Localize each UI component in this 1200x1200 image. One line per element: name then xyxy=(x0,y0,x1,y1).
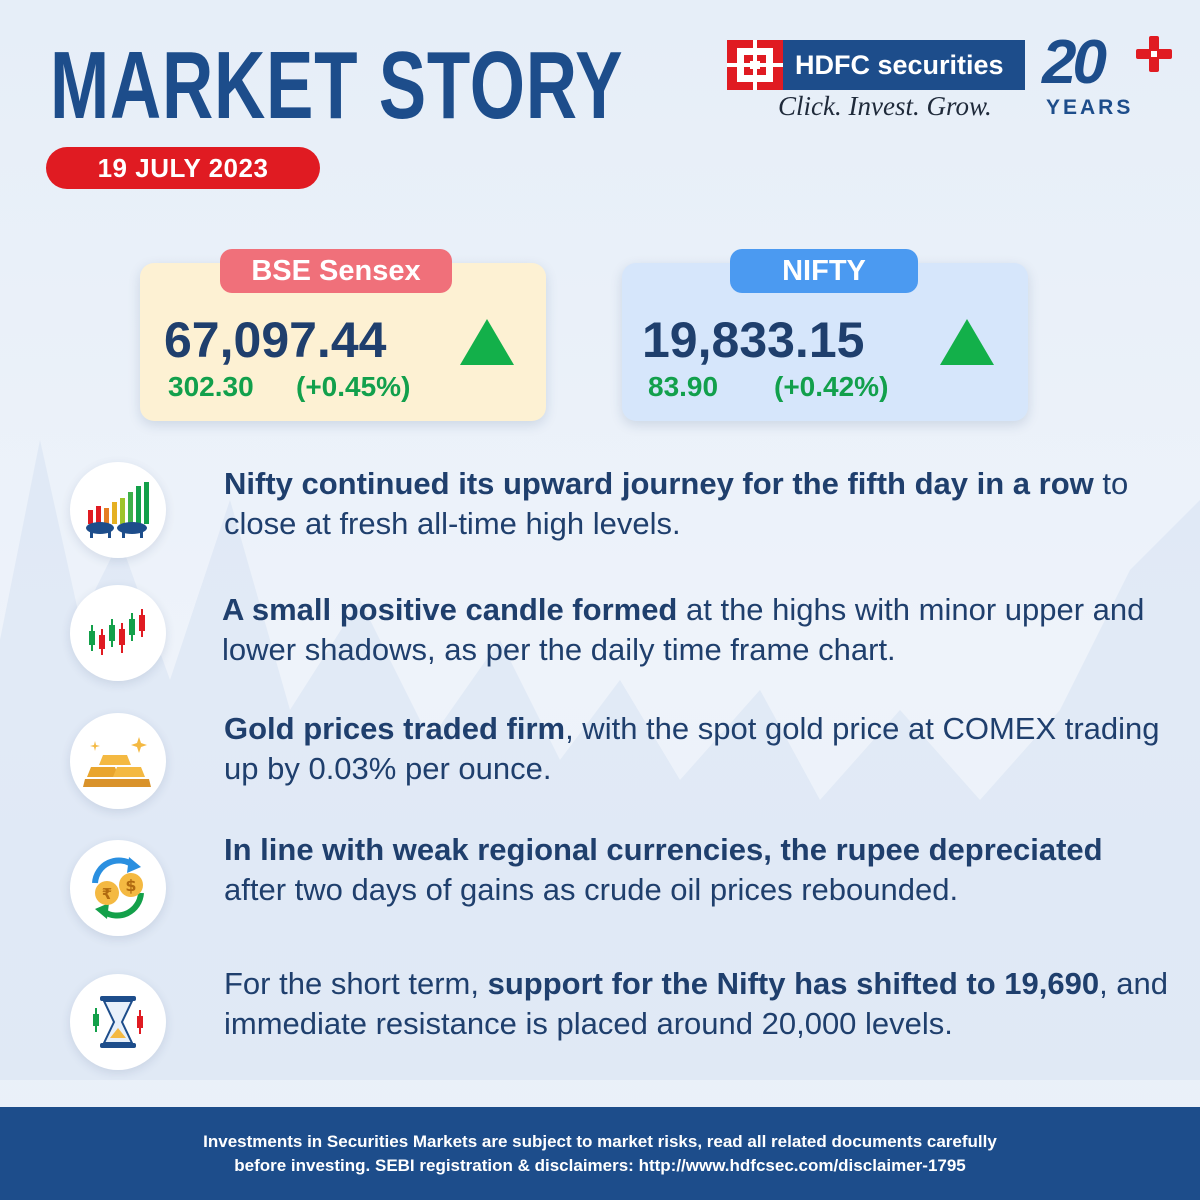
point-bold: A small positive candle formed xyxy=(222,592,678,627)
point-text: For the short term, support for the Nift… xyxy=(224,964,1174,1044)
nifty-value: 19,833.15 xyxy=(642,312,865,368)
background-chart xyxy=(0,440,1200,1080)
up-arrow-icon xyxy=(940,319,994,365)
point-bold: support for the Nifty has shifted to 19,… xyxy=(487,966,1100,1001)
brand-name: HDFC securities xyxy=(795,49,1004,80)
point-bold: Gold prices traded firm xyxy=(224,711,566,746)
point-text: A small positive candle formed at the hi… xyxy=(222,590,1172,670)
point-text: In line with weak regional currencies, t… xyxy=(224,830,1124,910)
nifty-label: NIFTY xyxy=(730,249,918,293)
point-text: Nifty continued its upward journey for t… xyxy=(224,464,1174,544)
disclaimer-footer: Investments in Securities Markets are su… xyxy=(0,1107,1200,1200)
disclaimer-line-2: before investing. SEBI registration & di… xyxy=(234,1155,966,1175)
hdfc-logo-mark-icon xyxy=(727,40,783,90)
currency-exchange-icon: $ ₹ xyxy=(70,840,166,936)
point-pre: For the short term, xyxy=(224,966,488,1001)
svg-text:$: $ xyxy=(125,876,136,895)
sensex-change: 302.30 xyxy=(168,371,254,402)
hourglass-chart-icon xyxy=(70,974,166,1070)
point-rest: to close at fresh all-time high levels. xyxy=(224,466,1129,541)
nifty-change: 83.90 xyxy=(648,371,719,402)
anniversary-number: 20 xyxy=(1042,28,1107,97)
point-rest: , and immediate resistance is placed aro… xyxy=(224,966,1169,1041)
up-arrow-icon xyxy=(460,319,514,365)
anniversary-badge: 20 YEARS xyxy=(1042,28,1172,124)
page-title: MARKET STORY xyxy=(50,32,624,139)
nifty-card: NIFTY 19,833.15 83.90 (+0.42%) xyxy=(622,249,1028,421)
brand-tagline: Click. Invest. Grow. xyxy=(778,91,992,121)
point-text: Gold prices traded firm, with the spot g… xyxy=(224,709,1174,789)
disclaimer-line-1: Investments in Securities Markets are su… xyxy=(203,1131,997,1151)
candlestick-icon xyxy=(70,585,166,681)
point-rest: after two days of gains as crude oil pri… xyxy=(224,872,959,907)
gold-bars-icon xyxy=(70,713,166,809)
bull-bear-chart-icon xyxy=(70,462,166,558)
plus-icon xyxy=(1136,36,1172,72)
svg-text:₹: ₹ xyxy=(102,885,112,903)
point-bold: In line with weak regional currencies, t… xyxy=(224,832,1103,867)
date-badge: 19 JULY 2023 xyxy=(46,147,320,189)
point-rest: , with the spot gold price at COMEX trad… xyxy=(224,711,1160,786)
point-bold: Nifty continued its upward journey for t… xyxy=(224,466,1094,501)
sensex-label: BSE Sensex xyxy=(220,249,452,293)
sensex-card: BSE Sensex 67,097.44 302.30 (+0.45%) xyxy=(140,249,546,421)
sensex-value: 67,097.44 xyxy=(164,312,387,368)
hdfc-logo: HDFC securities xyxy=(727,40,1025,90)
point-rest: at the highs with minor upper and lower … xyxy=(222,592,1145,667)
nifty-change-pct: (+0.42%) xyxy=(774,371,889,402)
sensex-change-pct: (+0.45%) xyxy=(296,371,411,402)
anniversary-label: YEARS xyxy=(1046,96,1134,119)
